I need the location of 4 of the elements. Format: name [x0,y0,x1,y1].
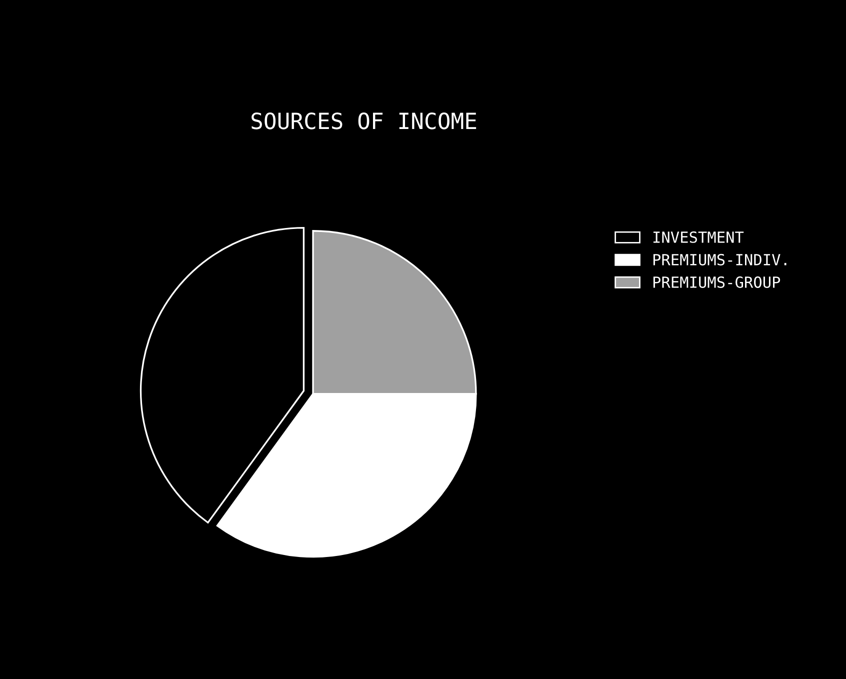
chart-title: SOURCES OF INCOME [252,112,476,130]
legend-label: PREMIUMS-GROUP [653,276,780,288]
legend-label: PREMIUMS-INDIV. [653,254,786,266]
legend-label: INVESTMENT [653,231,744,243]
